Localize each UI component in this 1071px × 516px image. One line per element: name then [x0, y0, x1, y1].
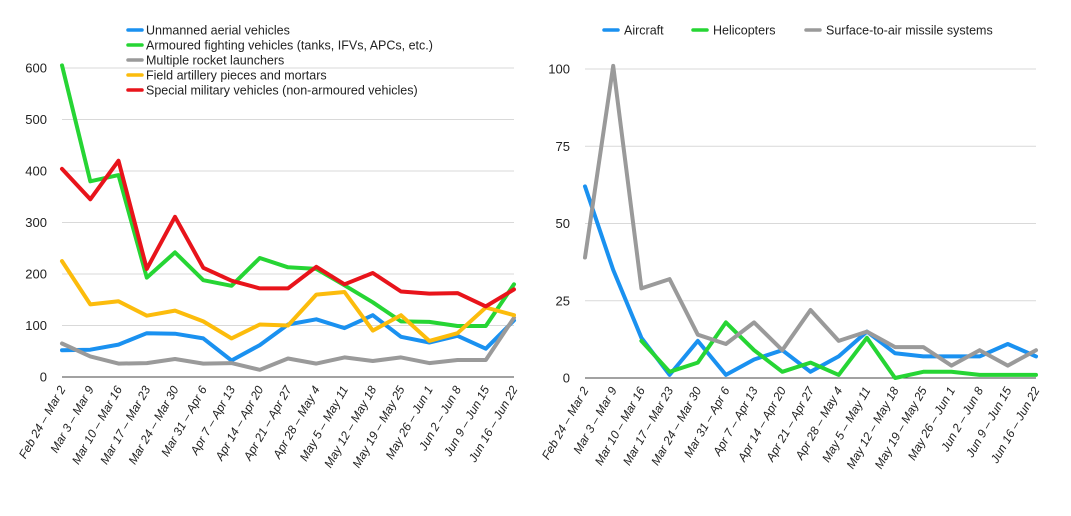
y-tick-label-200: 200 — [25, 267, 47, 282]
legend-label: Surface-to-air missile systems — [826, 24, 993, 38]
legend-item-field-artillery-pieces-and-mortars: Field artillery pieces and mortars — [126, 69, 327, 83]
y-tick-label-300: 300 — [25, 215, 47, 230]
y-tick-label-75: 75 — [556, 139, 570, 154]
y-tick-label-100: 100 — [548, 62, 570, 77]
series-line-field-artillery-pieces-and-mortars — [60, 259, 516, 343]
y-tick-label-100: 100 — [25, 318, 47, 333]
legend-item-surface-to-air-missile-systems: Surface-to-air missile systems — [804, 24, 993, 38]
legend-label: Helicopters — [713, 24, 776, 38]
y-tick-label-0: 0 — [40, 370, 47, 385]
legend-label: Special military vehicles (non-armoured … — [146, 84, 418, 98]
legend-label: Armoured fighting vehicles (tanks, IFVs,… — [146, 39, 433, 53]
y-tick-label-500: 500 — [25, 112, 47, 127]
legend-item-armoured-fighting-vehicles-tanks-ifvs-apcs-etc: Armoured fighting vehicles (tanks, IFVs,… — [126, 39, 433, 53]
legend: Aircraft Helicopters Surface-to-air missil… — [602, 24, 993, 38]
legend-item-unmanned-aerial-vehicles: Unmanned aerial vehicles — [126, 24, 290, 38]
legend-item-aircraft: Aircraft — [602, 24, 664, 38]
y-tick-label-400: 400 — [25, 164, 47, 179]
legend-label: Field artillery pieces and mortars — [146, 69, 327, 83]
y-tick-label-0: 0 — [563, 371, 570, 386]
legend-label: Aircraft — [624, 24, 664, 38]
y-tick-label-25: 25 — [556, 293, 570, 308]
y-axis-ticks: 0 100 200 300 400 500 600 — [25, 61, 47, 385]
series-line-special-military-vehicles-non-armoured-vehicles — [60, 158, 516, 309]
gridlines — [62, 67, 514, 326]
legend-label: Unmanned aerial vehicles — [146, 24, 290, 38]
series-lines — [583, 63, 1038, 380]
legend-item-special-military-vehicles-non-armoured-vehicles: Special military vehicles (non-armoured … — [126, 84, 418, 98]
series-line-aircraft — [583, 184, 1038, 377]
series-lines — [60, 63, 516, 372]
series-line-helicopters — [639, 320, 1038, 380]
gridlines — [585, 68, 1036, 302]
series-line-surface-to-air-missile-systems — [583, 63, 1038, 368]
legend-label: Multiple rocket launchers — [146, 54, 284, 68]
legend-item-multiple-rocket-launchers: Multiple rocket launchers — [126, 54, 284, 68]
series-line-armoured-fighting-vehicles-tanks-ifvs-apcs-etc — [60, 63, 516, 328]
y-tick-label-600: 600 — [25, 61, 47, 76]
series-line-multiple-rocket-launchers — [60, 315, 516, 372]
y-axis-ticks: 0 25 50 75 100 — [548, 62, 570, 386]
y-tick-label-50: 50 — [556, 216, 570, 231]
legend-item-helicopters: Helicopters — [691, 24, 776, 38]
